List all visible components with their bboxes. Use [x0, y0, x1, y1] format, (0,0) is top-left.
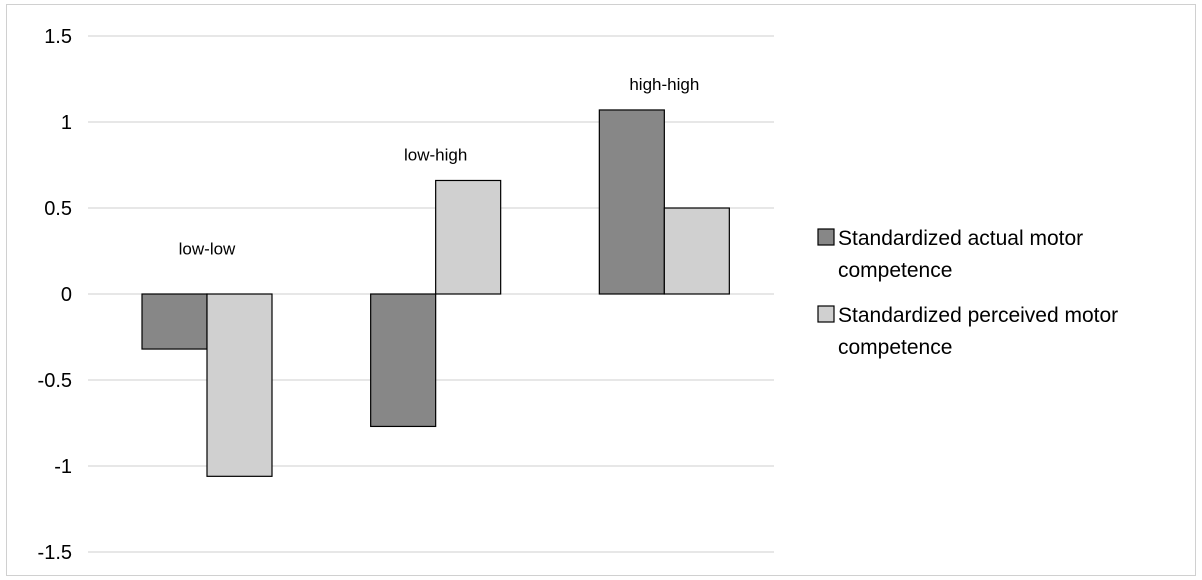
bar-low-low-series-1	[141, 293, 208, 350]
y-tick-label: -0.5	[38, 370, 72, 392]
legend-label: competence	[838, 259, 952, 282]
y-axis-ticks: 1.5 1 0.5 0 -0.5 -1 -1.5	[38, 26, 72, 564]
bar-low-high-series-2	[435, 179, 502, 295]
bar-low-low-series-2	[206, 293, 273, 477]
category-label: low-low	[179, 239, 236, 258]
bar-low-high-series-1	[370, 293, 437, 428]
legend-swatch	[817, 228, 835, 246]
y-tick-label: 1	[61, 112, 72, 134]
y-tick-label: -1.5	[38, 542, 72, 564]
legend-swatch	[817, 305, 835, 323]
legend-label: Standardized perceived motor	[838, 304, 1118, 327]
y-tick-label: 1.5	[44, 26, 72, 48]
y-tick-label: 0	[61, 284, 72, 306]
legend: Standardized actual motor competence Stand…	[817, 227, 1118, 359]
bar-high-high-series-2	[663, 207, 730, 295]
y-tick-label: -1	[54, 456, 72, 478]
y-tick-label: 0.5	[44, 198, 72, 220]
legend-label: competence	[838, 336, 952, 359]
bar-high-high-series-1	[598, 109, 665, 295]
category-label: high-high	[629, 75, 699, 94]
bars	[141, 109, 730, 477]
category-labels: low-low low-high high-high	[179, 75, 700, 258]
legend-label: Standardized actual motor	[838, 227, 1083, 250]
category-label: low-high	[404, 145, 467, 164]
